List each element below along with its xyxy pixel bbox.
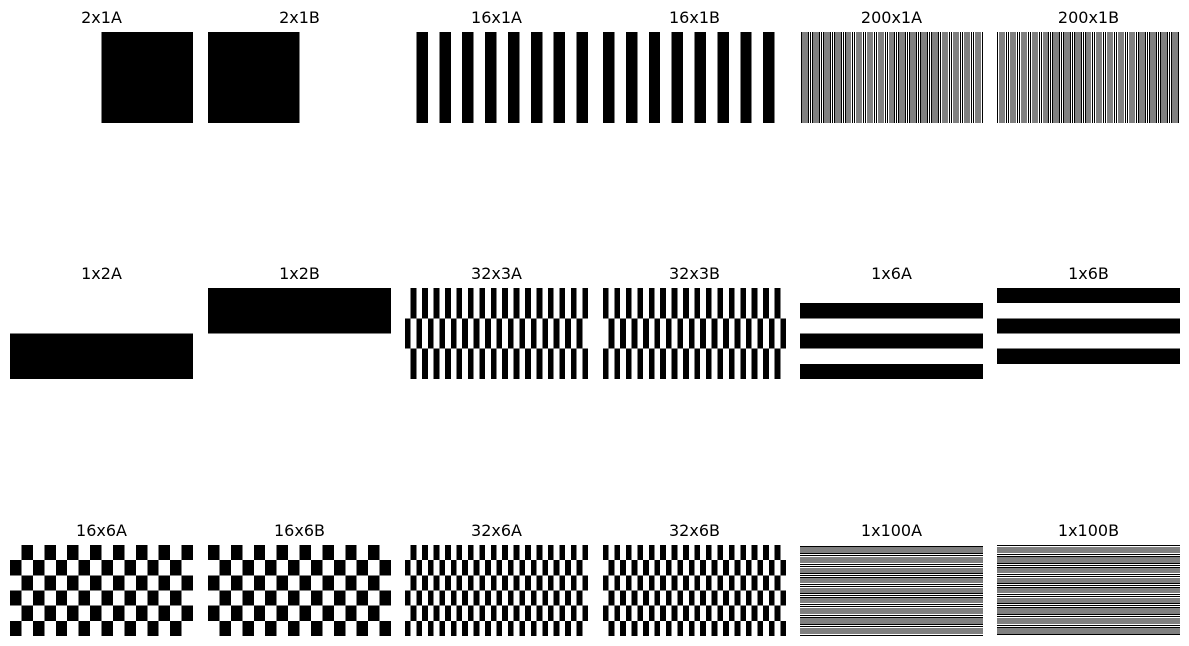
panel-title: 200x1B	[1057, 8, 1120, 27]
pattern-image	[603, 32, 786, 123]
panel-title: 16x1B	[669, 8, 720, 27]
pattern-image	[10, 288, 193, 379]
pattern-image	[603, 288, 786, 379]
panel-title: 2x1A	[81, 8, 122, 27]
panel-title: 32x3B	[669, 264, 720, 283]
pattern-image	[800, 32, 983, 123]
panel-title: 200x1A	[860, 8, 923, 27]
panel-title: 1x2A	[81, 264, 122, 283]
panel-title: 1x6B	[1068, 264, 1109, 283]
pattern-image	[405, 32, 588, 123]
pattern-image	[997, 545, 1180, 636]
pattern-image	[208, 32, 391, 123]
panel-title: 16x1A	[471, 8, 522, 27]
panel-title: 16x6B	[274, 521, 325, 540]
panel-title: 16x6A	[76, 521, 127, 540]
pattern-image	[10, 32, 193, 123]
pattern-image	[997, 288, 1180, 379]
pattern-image	[405, 288, 588, 379]
pattern-image	[997, 32, 1180, 123]
panel-title: 1x6A	[871, 264, 912, 283]
panel-title: 1x100A	[860, 521, 923, 540]
panel-title: 1x2B	[279, 264, 320, 283]
panel-title: 32x6B	[669, 521, 720, 540]
pattern-image	[10, 545, 193, 636]
pattern-image	[603, 545, 786, 636]
panel-title: 32x6A	[471, 521, 522, 540]
panel-title: 32x3A	[471, 264, 522, 283]
panel-title: 2x1B	[279, 8, 320, 27]
pattern-image	[405, 545, 588, 636]
pattern-image	[800, 288, 983, 379]
pattern-image	[208, 545, 391, 636]
panel-title: 1x100B	[1057, 521, 1120, 540]
pattern-image	[208, 288, 391, 379]
pattern-image	[800, 545, 983, 636]
